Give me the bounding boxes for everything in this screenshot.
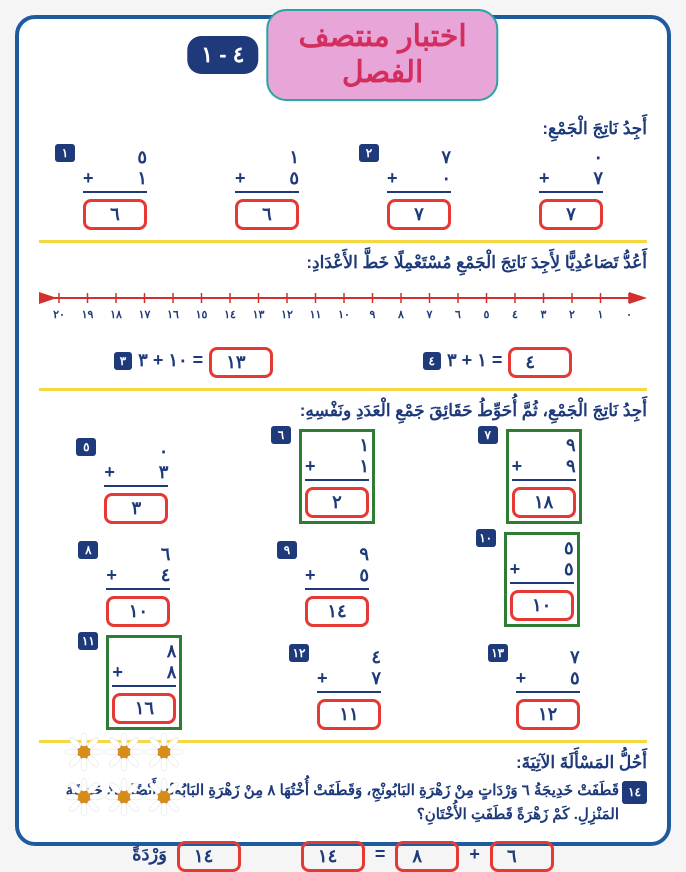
addition-problem: ١٢٤+٧١١ — [317, 647, 381, 730]
svg-text:٢٠: ٢٠ — [53, 309, 65, 321]
title-box: اختبار منتصف الفصل — [267, 9, 499, 101]
svg-text:١٣: ١٣ — [253, 309, 265, 321]
section3-title: أَجِدُ نَاتِجَ الْجَمْعِ، ثُمَّ أُحَوِّط… — [39, 401, 647, 421]
section1-title: أَجِدُ نَاتِجَ الْجَمْعِ: — [39, 119, 647, 139]
equation: ٤ ١ + ٣ = ٤ — [423, 343, 573, 378]
page-header: اختبار منتصف الفصل ٤ - ١ — [187, 9, 498, 101]
addend-a: ٦ — [490, 841, 554, 872]
addition-problem: ١+٥٦ — [235, 147, 299, 230]
total-box: ١٤ — [177, 841, 241, 872]
svg-text:٠: ٠ — [626, 309, 632, 321]
addition-problem: ٧٩+٩١٨ — [506, 429, 582, 524]
svg-text:١٠: ١٠ — [338, 309, 350, 321]
title-line1: اختبار منتصف — [299, 19, 467, 55]
addition-problem: ١٥+١٦ — [83, 147, 147, 230]
svg-text:٢: ٢ — [569, 309, 575, 321]
solution-row: ٦ + ٨ = ١٤ ١٤ وَرْدَةً — [39, 837, 647, 872]
section2-title: أَعُدُّ تَصَاعُدِيًّا لِأَجِدَ نَاتِجَ ا… — [39, 253, 647, 273]
svg-text:٤: ٤ — [512, 309, 518, 321]
addition-problem: ١٠٥+٥١٠ — [504, 532, 580, 627]
section2-equations: ٣ ١٠ + ٣ = ١٣ ٤ ١ + ٣ = ٤ — [39, 343, 647, 378]
svg-text:٥: ٥ — [484, 309, 490, 321]
number-line: ٢٠١٩١٨١٧١٦١٥١٤١٣١٢١١١٠٩٨٧٦٥٤٣٢١٠ — [39, 283, 647, 333]
svg-text:١: ١ — [598, 309, 604, 321]
svg-text:١٧: ١٧ — [139, 309, 151, 321]
addition-problem: ٩٩+٥١٤ — [305, 544, 369, 627]
svg-text:٨: ٨ — [397, 309, 404, 321]
divider — [39, 240, 647, 243]
svg-text:١٥: ١٥ — [196, 309, 208, 321]
sum-box: ١٤ — [301, 841, 365, 872]
svg-text:١٢: ١٢ — [281, 309, 293, 321]
addition-problem: ٠+٧٧ — [539, 147, 603, 230]
addition-problem: ٨٦+٤١٠ — [106, 544, 170, 627]
svg-text:٦: ٦ — [455, 309, 461, 321]
plus-sign: + — [469, 844, 480, 865]
flowers-illustration — [44, 732, 184, 822]
title-line2: الفصل — [299, 55, 467, 91]
equals-sign: = — [375, 844, 386, 865]
addend-b: ٨ — [395, 841, 459, 872]
unit-label: وَرْدَةً — [132, 844, 167, 865]
addition-problem: ٢٧+٠٧ — [387, 147, 451, 230]
svg-text:١٨: ١٨ — [110, 309, 122, 321]
section3-row2: ٨٦+٤١٠ ٩٩+٥١٤ ١٠٥+٥١٠ — [39, 532, 647, 627]
chapter-badge: ٤ - ١ — [187, 36, 258, 74]
svg-text:٩: ٩ — [370, 309, 376, 321]
addition-problem: ٥٠+٣٣ — [104, 441, 168, 524]
svg-text:١١: ١١ — [310, 309, 322, 321]
section3-row1: ٥٠+٣٣ ٦١+١٢ ٧٩+٩١٨ — [39, 429, 647, 524]
addition-problem: ٦١+١٢ — [299, 429, 375, 524]
problem-badge: ١٤ — [622, 781, 647, 804]
svg-text:١٦: ١٦ — [167, 309, 179, 321]
addition-problem: ١٣٧+٥١٢ — [516, 647, 580, 730]
svg-text:٧: ٧ — [426, 309, 433, 321]
section3-row3: ١١٨+٨١٦ ١٢٤+٧١١ ١٣٧+٥١٢ — [39, 635, 647, 730]
addition-problem: ١١٨+٨١٦ — [106, 635, 182, 730]
svg-text:١٤: ١٤ — [224, 309, 236, 321]
divider — [39, 388, 647, 391]
equation: ٣ ١٠ + ٣ = ١٣ — [114, 343, 274, 378]
svg-text:١٩: ١٩ — [82, 309, 94, 321]
section1-row: ١٥+١٦ ١+٥٦ ٢٧+٠٧ ٠+٧٧ — [39, 147, 647, 230]
svg-text:٣: ٣ — [541, 309, 547, 321]
